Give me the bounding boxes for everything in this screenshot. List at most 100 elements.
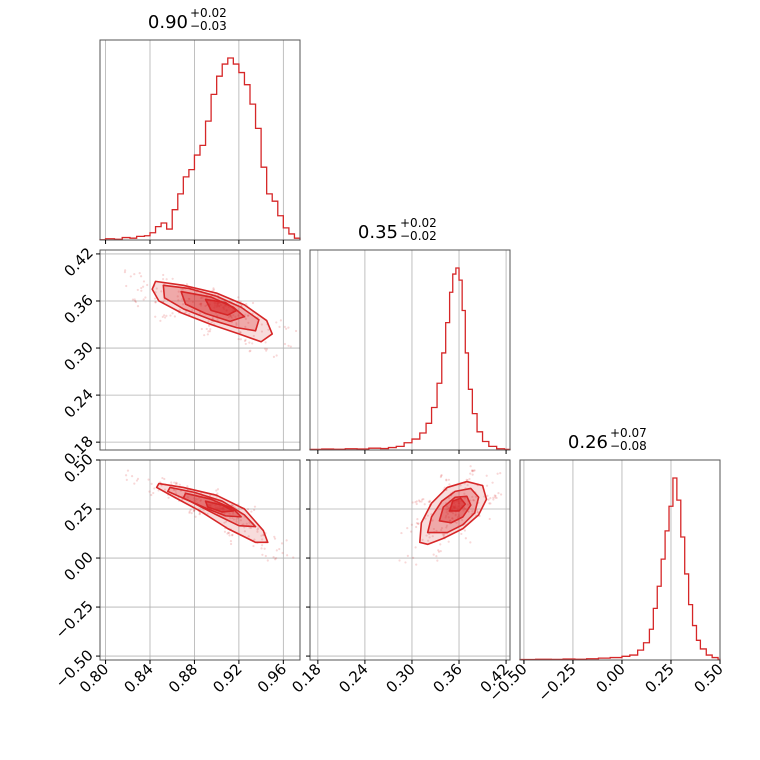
sample-point [445,505,449,508]
sample-point [287,344,290,347]
sample-point [412,556,415,559]
sample-point [491,481,494,484]
sample-point [144,296,147,299]
sample-point [495,496,498,500]
sample-point [448,483,451,486]
sample-point [202,509,205,512]
sample-point [239,519,243,522]
sample-point [223,530,227,533]
title-lower-1: −0.02 [400,229,437,243]
sample-point [457,515,461,518]
sample-point [133,273,136,276]
sample-point [273,537,277,540]
sample-point [471,473,474,476]
sample-point [239,338,242,341]
sample-point [161,476,164,480]
sample-point [199,499,202,502]
sample-point [406,554,409,557]
sample-point [406,526,409,530]
sample-point [415,563,418,566]
sample-point [261,553,264,556]
sample-point [232,504,235,507]
sample-point [163,477,166,481]
sample-point [200,302,203,305]
sample-point [437,550,441,553]
sample-point [124,474,128,477]
sample-point [228,531,231,534]
sample-point [462,509,465,512]
sample-point [173,315,176,318]
sample-point [188,297,191,301]
sample-point [136,305,140,308]
sample-point [451,517,454,520]
sample-point [165,314,168,318]
sample-point [176,295,179,298]
sample-point [420,500,423,503]
sample-point [256,530,259,533]
sample-point [256,528,259,531]
sample-point [253,508,256,512]
sample-point [418,500,421,503]
sample-point [198,303,201,306]
sample-point [440,528,443,532]
sample-point [208,324,211,327]
sample-point [463,497,467,500]
sample-point [159,319,162,322]
sample-point [247,314,250,317]
histogram-step [309,267,511,451]
sample-point [275,549,278,552]
sample-point [471,495,474,498]
sample-point [463,507,466,510]
sample-point [242,523,245,526]
sample-point [188,511,191,514]
sample-point [500,493,503,496]
sample-point [244,313,247,316]
sample-point [174,489,177,492]
sample-point [454,513,457,516]
sample-point [260,330,264,333]
sample-point [468,477,471,481]
sample-point [471,510,474,513]
sample-point [229,539,233,543]
sample-point [205,296,208,299]
y-tick-label: 0.42 [60,244,96,280]
sample-point [471,469,474,472]
sample-point [236,517,239,520]
sample-point [243,339,247,343]
sample-point [445,526,448,529]
contour-level-1 [419,480,488,546]
sample-point [260,323,263,326]
y-tick-label: 0.30 [60,338,96,374]
sample-point [428,536,431,539]
sample-point [463,529,467,532]
sample-point [273,535,276,538]
sample-point [445,479,448,482]
sample-point [494,496,497,499]
sample-point [237,314,240,317]
sample-point [194,515,197,518]
sample-point [181,288,185,291]
sample-point [464,508,467,511]
sample-point [216,488,220,491]
sample-point [231,503,234,507]
sample-point [456,516,459,519]
sample-point [465,478,468,482]
sample-point [200,296,203,300]
x-tick-label: 0.88 [165,660,201,696]
histogram-panel-2: 0.26 +0.07−0.08 [519,426,721,664]
sample-point [161,277,165,281]
sample-point [278,547,281,551]
scatter-panel-0-2 [99,459,301,661]
sample-point [170,481,173,484]
sample-point [440,473,443,477]
sample-point [469,472,472,475]
sample-point [142,285,145,288]
sample-point [253,505,257,508]
sample-point [150,493,153,497]
sample-point [417,522,420,525]
sample-point [244,342,247,346]
sample-point [421,498,424,501]
sample-point [191,308,194,312]
sample-point [209,328,212,331]
sample-point [154,315,157,318]
